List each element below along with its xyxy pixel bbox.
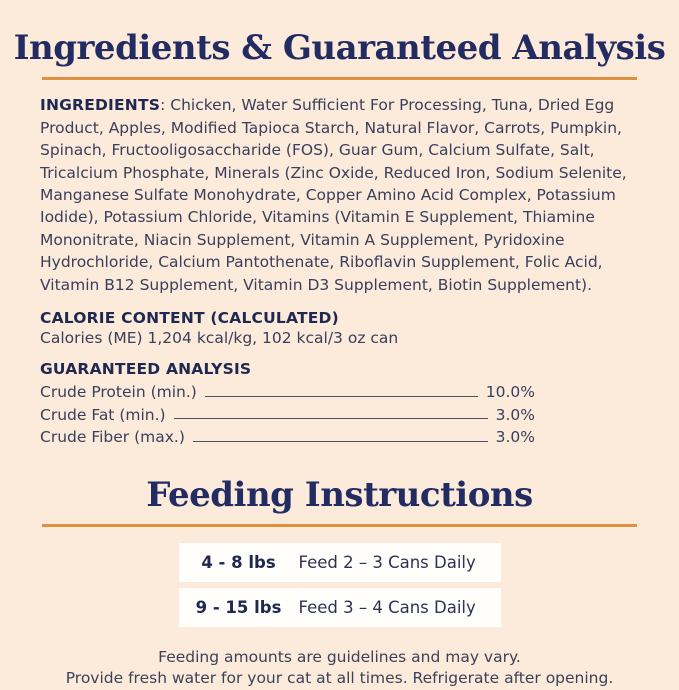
leader-line — [192, 440, 488, 442]
ingredients-label: INGREDIENTS — [40, 96, 161, 115]
table-row: Crude Fat (min.) 3.0% — [40, 404, 535, 427]
guaranteed-analysis-table: Crude Protein (min.) 10.0% Crude Fat (mi… — [40, 381, 535, 449]
ingredients-title-underline — [42, 77, 637, 81]
calorie-content-heading: CALORIE CONTENT (CALCULATED) — [40, 309, 339, 328]
guaranteed-analysis-heading: GUARANTEED ANALYSIS — [40, 360, 252, 379]
ingredients-text: : Chicken, Water Sufficient For Processi… — [40, 96, 627, 294]
ingredients-paragraph: INGREDIENTS: Chicken, Water Sufficient F… — [40, 94, 627, 296]
ingredients-section-title: Ingredients & Guaranteed Analysis — [13, 28, 666, 68]
note-line-2: Provide fresh water for your cat at all … — [65, 669, 614, 688]
calorie-content-value: Calories (ME) 1,204 kcal/kg, 102 kcal/3 … — [40, 329, 399, 348]
note-line-1: Feeding amounts are guidelines and may v… — [158, 647, 521, 666]
leader-line — [204, 395, 478, 397]
table-row: 9 - 15 lbs Feed 3 – 4 Cans Daily — [178, 587, 501, 627]
table-row: Crude Protein (min.) 10.0% — [40, 381, 535, 404]
ingredients-content: INGREDIENTS: Chicken, Water Sufficient F… — [0, 80, 679, 448]
weight-range-label: 4 - 8 lbs — [201, 552, 276, 572]
analysis-row-value: 3.0% — [495, 405, 535, 424]
feeding-amount-label: Feed 2 – 3 Cans Daily — [298, 552, 476, 572]
analysis-row-value: 10.0% — [485, 383, 535, 402]
analysis-row-label: Crude Fat (min.) — [40, 405, 166, 424]
feeding-amount-label: Feed 3 – 4 Cans Daily — [298, 597, 476, 617]
feeding-section-title: Feeding Instructions — [146, 474, 533, 515]
leader-line — [173, 418, 488, 420]
table-row: 4 - 8 lbs Feed 2 – 3 Cans Daily — [178, 542, 501, 582]
analysis-row-label: Crude Fiber (max.) — [40, 428, 185, 447]
table-row: Crude Fiber (max.) 3.0% — [40, 426, 535, 449]
analysis-row-value: 3.0% — [495, 428, 535, 447]
analysis-row-label: Crude Protein (min.) — [40, 383, 197, 402]
weight-range-label: 9 - 15 lbs — [195, 597, 282, 617]
feeding-title-underline — [42, 523, 637, 527]
feeding-notes: Feeding amounts are guidelines and may v… — [0, 647, 679, 690]
feeding-table: 4 - 8 lbs Feed 2 – 3 Cans Daily 9 - 15 l… — [178, 542, 501, 627]
